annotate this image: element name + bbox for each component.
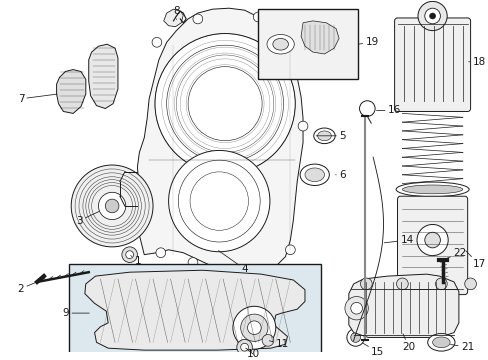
FancyBboxPatch shape — [397, 196, 467, 294]
Text: 8: 8 — [173, 6, 180, 19]
Circle shape — [396, 278, 407, 290]
Ellipse shape — [305, 168, 324, 181]
Circle shape — [429, 13, 435, 19]
Circle shape — [285, 245, 295, 255]
Circle shape — [71, 165, 153, 247]
Circle shape — [253, 12, 263, 22]
Circle shape — [298, 121, 307, 131]
Polygon shape — [57, 69, 85, 113]
Polygon shape — [88, 44, 118, 109]
Circle shape — [424, 8, 440, 24]
Polygon shape — [84, 270, 305, 350]
Circle shape — [464, 278, 475, 290]
Circle shape — [152, 37, 162, 47]
Text: 9: 9 — [62, 308, 89, 318]
Ellipse shape — [395, 182, 468, 197]
Circle shape — [168, 150, 269, 252]
Circle shape — [155, 33, 295, 174]
Bar — [258, 9, 357, 79]
Circle shape — [232, 306, 275, 349]
Bar — [69, 264, 320, 360]
Circle shape — [105, 199, 119, 213]
Text: 18: 18 — [468, 57, 485, 67]
Text: 13: 13 — [0, 359, 1, 360]
FancyBboxPatch shape — [394, 18, 469, 112]
Circle shape — [262, 334, 273, 346]
Ellipse shape — [432, 337, 449, 348]
Circle shape — [236, 339, 252, 355]
Circle shape — [288, 50, 298, 60]
Ellipse shape — [272, 39, 288, 50]
Text: 19: 19 — [358, 37, 378, 47]
Circle shape — [193, 14, 203, 24]
Polygon shape — [348, 274, 458, 337]
Ellipse shape — [427, 334, 454, 351]
Circle shape — [240, 314, 267, 341]
Circle shape — [125, 251, 133, 258]
Text: 11: 11 — [269, 339, 288, 349]
Text: 7: 7 — [18, 94, 57, 104]
Text: 20: 20 — [402, 334, 415, 352]
Text: 14: 14 — [384, 235, 413, 245]
Circle shape — [350, 302, 362, 314]
Circle shape — [417, 1, 447, 31]
Circle shape — [350, 333, 360, 342]
Ellipse shape — [300, 164, 328, 185]
Circle shape — [424, 232, 440, 248]
Text: 5: 5 — [315, 131, 345, 141]
Circle shape — [240, 343, 248, 351]
Polygon shape — [137, 8, 303, 274]
Circle shape — [233, 264, 243, 274]
Text: 16: 16 — [376, 105, 400, 116]
Circle shape — [122, 247, 137, 262]
Text: 1: 1 — [130, 256, 141, 266]
Text: 3: 3 — [76, 211, 99, 226]
Circle shape — [346, 329, 364, 346]
Polygon shape — [163, 9, 183, 27]
Ellipse shape — [313, 128, 334, 144]
Circle shape — [247, 321, 261, 334]
Circle shape — [156, 248, 165, 258]
Ellipse shape — [402, 185, 462, 194]
Text: 12: 12 — [0, 359, 1, 360]
Circle shape — [188, 258, 198, 267]
Text: 22: 22 — [445, 248, 466, 259]
Circle shape — [435, 278, 447, 290]
Circle shape — [416, 225, 447, 256]
Circle shape — [344, 297, 367, 320]
Text: 4: 4 — [218, 251, 248, 274]
Polygon shape — [301, 21, 338, 54]
Text: 10: 10 — [245, 348, 259, 359]
Text: 17: 17 — [465, 251, 485, 269]
Ellipse shape — [266, 35, 294, 54]
Ellipse shape — [86, 267, 98, 275]
Circle shape — [360, 278, 371, 290]
Circle shape — [98, 192, 125, 220]
Text: 2: 2 — [18, 282, 38, 294]
Text: 21: 21 — [449, 342, 473, 352]
Ellipse shape — [317, 131, 330, 141]
Circle shape — [359, 101, 374, 116]
Text: 15: 15 — [362, 343, 384, 357]
Text: 6: 6 — [335, 170, 345, 180]
